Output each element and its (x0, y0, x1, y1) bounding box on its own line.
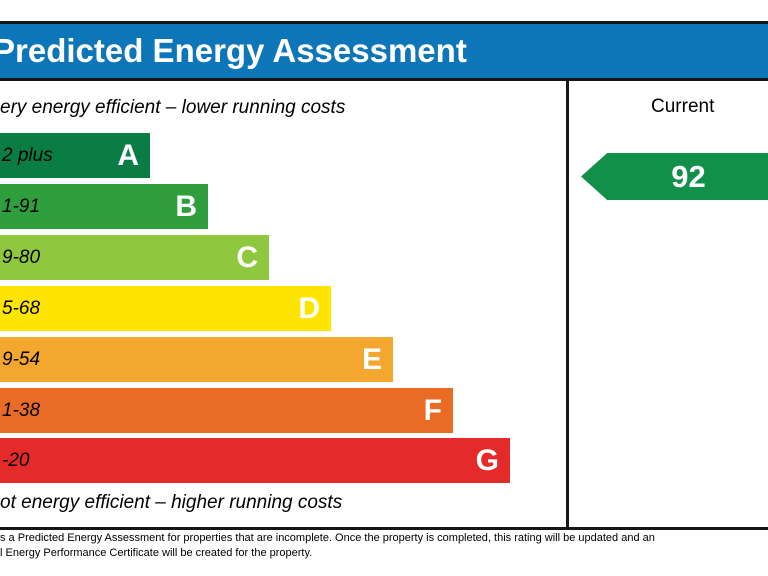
band-range-label: 1-91 (2, 196, 41, 217)
band-letter: F (423, 394, 442, 427)
current-column-divider-line (566, 81, 569, 527)
band-range-label: 2 plus (2, 145, 53, 166)
current-rating-arrow: 92 (581, 153, 768, 200)
energy-band-d: 5-68 D (0, 286, 331, 331)
band-range-label: 5-68 (2, 298, 41, 319)
current-rating-value: 92 (671, 158, 706, 194)
band-letter: E (361, 343, 382, 376)
band-letter: D (298, 292, 320, 325)
page-title: Predicted Energy Assessment (0, 32, 467, 69)
band-range-label: 9-80 (2, 247, 41, 268)
band-range-label: 9-54 (2, 349, 41, 370)
energy-band-b: 1-91 B (0, 184, 208, 229)
footer-note-line2: l Energy Performance Certificate will be… (0, 547, 313, 559)
footer-note-line1: s a Predicted Energy Assessment for prop… (0, 532, 655, 544)
energy-band-a: 2 plus A (0, 133, 150, 178)
current-column-header: Current (651, 96, 715, 117)
energy-band-c: 9-80 C (0, 235, 269, 280)
footer-note: s a Predicted Energy Assessment for prop… (0, 531, 655, 561)
band-letter: G (475, 444, 499, 477)
header-bottom-border-line (0, 78, 768, 81)
top-border-line (0, 21, 768, 24)
bottom-border-line (0, 527, 768, 530)
band-letter: A (117, 139, 139, 172)
band-letter: B (175, 190, 197, 223)
band-letter: C (236, 241, 258, 274)
band-range-label: -20 (2, 450, 30, 471)
efficiency-caption-bottom: ot energy efficient – higher running cos… (0, 492, 343, 513)
energy-band-e: 9-54 E (0, 337, 393, 382)
chart-header: Predicted Energy Assessment (0, 24, 768, 78)
efficiency-caption-top: ery energy efficient – lower running cos… (0, 97, 346, 118)
energy-band-f: 1-38 F (0, 388, 453, 433)
band-range-label: 1-38 (2, 400, 41, 421)
energy-band-g: -20 G (0, 438, 510, 483)
